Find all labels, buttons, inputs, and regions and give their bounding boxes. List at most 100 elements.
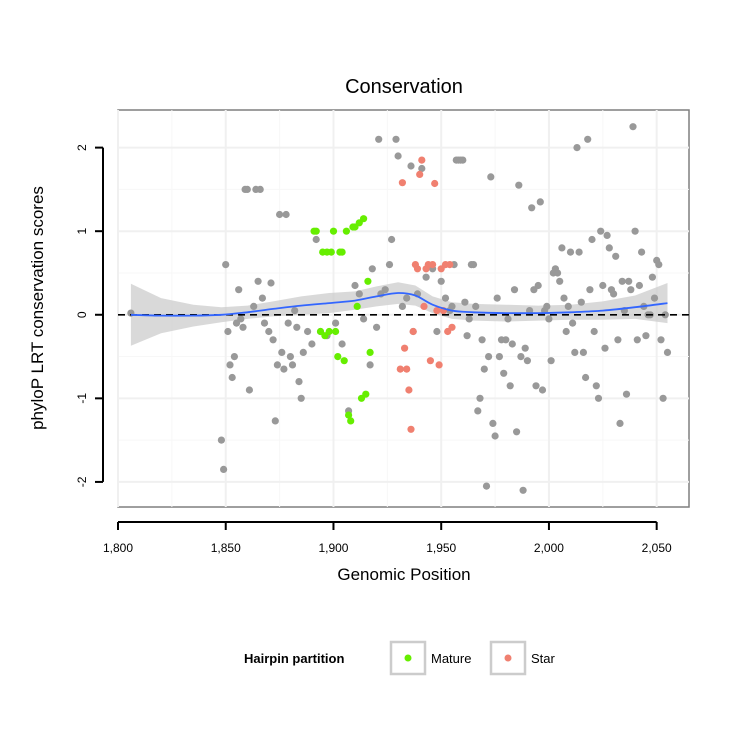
data-point-other bbox=[476, 394, 484, 402]
data-point-other bbox=[534, 281, 542, 290]
x-axis-title: Genomic Position bbox=[337, 565, 470, 584]
data-point-other bbox=[605, 244, 613, 252]
data-point-other bbox=[603, 231, 611, 239]
data-point-other bbox=[297, 394, 305, 402]
data-point-other bbox=[610, 290, 618, 298]
data-point-star bbox=[401, 344, 409, 352]
data-point-other bbox=[575, 248, 583, 256]
data-point-other bbox=[388, 235, 396, 244]
data-point-other bbox=[351, 281, 359, 290]
data-point-other bbox=[532, 382, 540, 390]
data-point-other bbox=[463, 332, 471, 340]
data-point-other bbox=[217, 436, 225, 444]
data-point-other bbox=[521, 344, 529, 352]
data-point-other bbox=[586, 286, 594, 294]
legend-key-mature bbox=[389, 640, 427, 676]
data-point-mature bbox=[362, 390, 370, 398]
data-point-mature bbox=[332, 327, 340, 336]
data-point-other bbox=[510, 286, 519, 294]
data-point-other bbox=[599, 281, 607, 290]
data-point-other bbox=[564, 302, 572, 310]
data-point-other bbox=[489, 419, 497, 427]
data-point-mature bbox=[366, 348, 374, 356]
data-point-other bbox=[459, 156, 467, 164]
data-point-star bbox=[403, 365, 411, 373]
data-point-other bbox=[631, 227, 639, 235]
data-point-other bbox=[373, 323, 381, 331]
data-point-other bbox=[366, 361, 374, 369]
data-point-other bbox=[577, 298, 585, 306]
data-point-other bbox=[465, 315, 473, 323]
data-point-star bbox=[420, 302, 428, 310]
data-point-mature bbox=[325, 327, 333, 336]
data-point-star bbox=[398, 179, 406, 187]
data-point-other bbox=[523, 357, 532, 365]
data-point-mature bbox=[342, 227, 350, 235]
data-point-other bbox=[519, 486, 527, 494]
data-point-other bbox=[500, 369, 508, 377]
data-point-other bbox=[293, 323, 301, 331]
x-tick-label: 1,900 bbox=[318, 541, 348, 555]
data-point-other bbox=[638, 248, 646, 256]
x-axis: 1,800 1,850 1,900 1,950 2,000 2,050 bbox=[103, 521, 672, 555]
data-point-other bbox=[469, 261, 478, 269]
data-point-other bbox=[627, 286, 635, 294]
data-point-star bbox=[426, 357, 434, 365]
data-point-other bbox=[558, 244, 566, 252]
data-point-star bbox=[435, 361, 443, 369]
data-point-other bbox=[612, 252, 620, 260]
data-point-mature bbox=[329, 227, 338, 235]
data-point-other bbox=[433, 327, 441, 336]
legend-label-mature: Mature bbox=[431, 651, 471, 666]
data-point-other bbox=[582, 373, 590, 382]
x-tick-label: 1,800 bbox=[103, 541, 133, 555]
data-point-other bbox=[282, 210, 290, 219]
data-point-mature bbox=[360, 215, 368, 223]
data-point-other bbox=[441, 294, 450, 302]
data-point-other bbox=[260, 319, 269, 327]
data-point-other bbox=[650, 294, 659, 302]
data-point-mature bbox=[345, 411, 353, 419]
y-tick-label: -2 bbox=[75, 476, 89, 487]
data-point-other bbox=[235, 286, 243, 294]
data-point-other bbox=[224, 327, 232, 336]
data-point-other bbox=[528, 204, 536, 212]
data-point-other bbox=[360, 315, 368, 323]
data-point-other bbox=[278, 348, 286, 356]
x-tick-label: 2,050 bbox=[642, 541, 672, 555]
data-point-other bbox=[616, 419, 624, 427]
data-point-other bbox=[495, 353, 503, 361]
data-point-star bbox=[429, 261, 437, 269]
data-point-other bbox=[592, 382, 600, 390]
data-point-other bbox=[265, 327, 273, 336]
data-point-star bbox=[448, 323, 456, 331]
data-point-other bbox=[226, 361, 234, 369]
data-point-other bbox=[375, 135, 383, 143]
data-point-other bbox=[243, 185, 251, 193]
data-point-other bbox=[543, 302, 551, 310]
data-point-other bbox=[437, 277, 445, 285]
data-point-mature bbox=[327, 248, 335, 256]
data-point-other bbox=[295, 378, 303, 386]
data-point-other bbox=[629, 123, 637, 131]
x-tick-label: 1,850 bbox=[211, 541, 241, 555]
data-point-other bbox=[642, 332, 650, 340]
data-point-star bbox=[431, 179, 439, 188]
legend-label-star: Star bbox=[531, 651, 556, 666]
y-tick-label: 2 bbox=[75, 144, 89, 151]
data-point-mature bbox=[340, 357, 348, 365]
data-point-other bbox=[584, 135, 592, 143]
data-point-other bbox=[560, 294, 568, 302]
data-point-other bbox=[304, 327, 312, 336]
data-point-mature bbox=[353, 302, 361, 310]
y-axis-title: phyloP LRT conservation scores bbox=[28, 186, 47, 430]
data-point-other bbox=[308, 340, 316, 348]
data-point-star bbox=[396, 365, 404, 373]
x-tick-label: 1,950 bbox=[426, 541, 456, 555]
data-point-other bbox=[579, 348, 588, 356]
data-point-other bbox=[513, 428, 521, 436]
data-point-other bbox=[597, 227, 605, 235]
grid-lines bbox=[117, 110, 689, 507]
data-point-other bbox=[368, 265, 376, 273]
data-point-other bbox=[502, 336, 510, 344]
